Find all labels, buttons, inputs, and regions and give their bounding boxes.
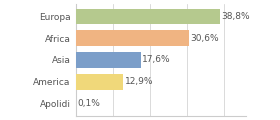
Text: 17,6%: 17,6% <box>143 55 171 64</box>
Bar <box>76 52 141 68</box>
Text: 30,6%: 30,6% <box>191 34 219 43</box>
Text: 38,8%: 38,8% <box>221 12 250 21</box>
Bar <box>76 9 220 24</box>
Bar <box>76 30 189 46</box>
Bar <box>76 74 123 90</box>
Text: 0,1%: 0,1% <box>78 99 100 108</box>
Text: 12,9%: 12,9% <box>125 77 153 86</box>
